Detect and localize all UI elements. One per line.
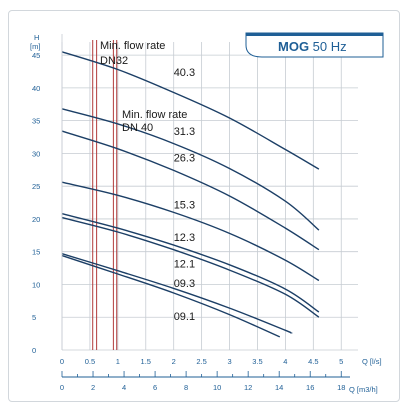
minflow-dn32-line2: DN32 [100,55,128,67]
curve-label-15-3: 15.3 [174,199,195,211]
model-badge-text: MOG 50 Hz [278,39,347,54]
x2-tick-0: 0 [60,383,64,392]
curve-12-1 [61,216,320,318]
grid [61,42,358,351]
x-tick-6: 3 [227,357,231,366]
curve-15-3 [61,181,320,282]
model-badge: MOG 50 Hz [245,32,384,58]
x2-tick-3: 6 [153,383,157,392]
x-tick-8: 4 [283,357,287,366]
curve-09-1 [61,254,281,338]
curve-labels: 40.3 31.3 26.3 15.3 12.3 12.1 09.3 09.1 [174,67,195,323]
x-tick-4: 2 [172,357,176,366]
curve-label-40-3: 40.3 [174,67,195,79]
y-tick-8: 40 [32,84,40,93]
x2-tick-5: 10 [213,383,221,392]
y-tick-1: 5 [32,313,36,322]
y-tick-4: 20 [32,215,40,224]
x-tick-2: 1 [116,357,120,366]
chart-frame [8,10,400,402]
curve-12-3 [61,213,320,313]
y-axis-unit: [m] [30,42,40,51]
x-axis-title: Q [l/s] [362,357,382,366]
minflow-dn40-line1: Min. flow rate [122,109,187,121]
model-badge-rest: 50 Hz [309,39,347,54]
minflow-dn40-line2: DN 40 [122,122,153,134]
x2-tick-2: 4 [122,383,126,392]
y-tick-9: 45 [32,51,40,60]
y-tick-6: 30 [32,149,40,158]
x2-tick-7: 14 [275,383,283,392]
x2-tick-6: 12 [244,383,252,392]
x-tick-7: 3.5 [252,357,262,366]
x-tick-0: 0 [60,357,64,366]
min-flow-lines [92,40,118,350]
curve-label-09-1: 09.1 [174,311,195,323]
curve-40-3 [61,51,320,170]
x2-tick-1: 2 [91,383,95,392]
curves [61,51,320,338]
y-tick-7: 35 [32,117,40,126]
minflow-dn32-line1: Min. flow rate [100,40,165,52]
axes: 0 0.5 1 1.5 2 2.5 3 3.5 4 4.5 50510152025303540450… [32,34,350,392]
y-tick-0: 0 [32,346,36,355]
curve-label-12-3: 12.3 [174,232,195,244]
y-tick-2: 10 [32,280,40,289]
x2-tick-8: 16 [306,383,314,392]
y-axis-title: H [34,33,39,42]
curve-label-26-3: 26.3 [174,152,195,164]
x-tick-1: 0.5 [85,357,95,366]
curve-label-09-3: 09.3 [174,278,195,290]
model-badge-bold: MOG [278,39,309,54]
x-tick-3: 1.5 [141,357,151,366]
x-tick-10: 5 [339,357,343,366]
x2-tick-9: 18 [337,383,345,392]
x2-tick-4: 8 [184,383,188,392]
curve-label-12-1: 12.1 [174,258,195,270]
curve-26-3 [61,130,320,251]
x-tick-9: 4.5 [308,357,318,366]
x-tick-5: 2.5 [196,357,206,366]
y-tick-3: 15 [32,248,40,257]
y-tick-5: 25 [32,182,40,191]
curve-09-3 [61,253,293,334]
curve-31-3 [61,108,320,231]
x2-axis-title: Q [m3/h] [349,385,378,394]
curve-label-31-3: 31.3 [174,126,195,138]
